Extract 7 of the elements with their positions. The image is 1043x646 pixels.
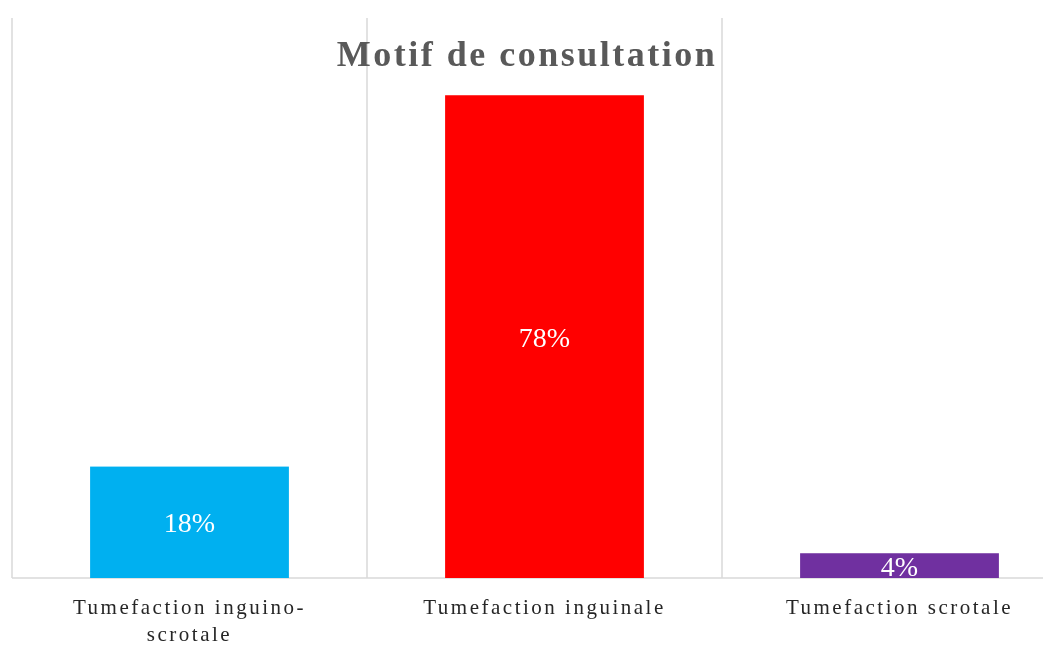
x-tick-label: Tumefaction inguino-scrotale [73,595,306,646]
chart-title: Motif de consultation [336,34,718,74]
data-label: 78% [518,321,571,353]
data-label: 4% [880,550,919,582]
data-label: 18% [163,507,216,539]
x-tick-label: Tumefaction inguinale [423,595,666,619]
x-tick-label: Tumefaction scrotale [785,595,1014,619]
